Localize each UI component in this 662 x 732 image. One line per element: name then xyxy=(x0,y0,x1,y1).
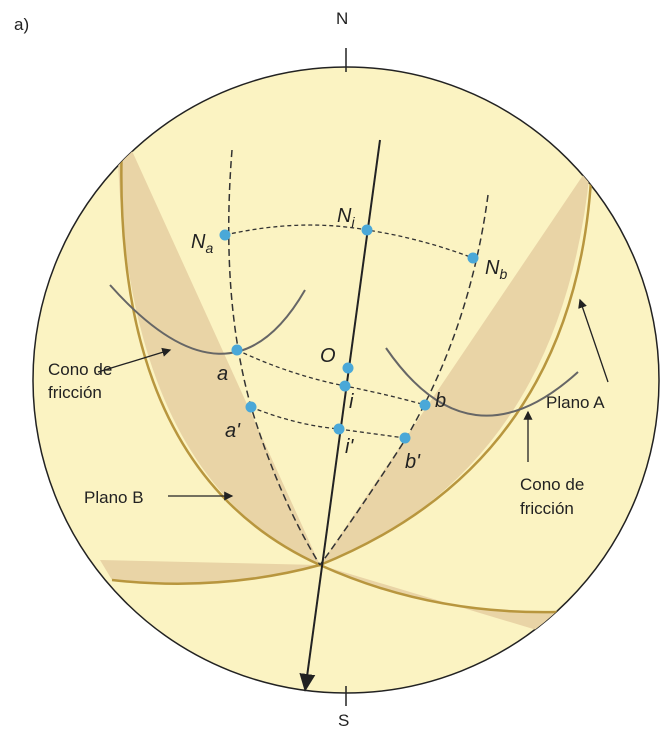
north-label: N xyxy=(336,9,348,28)
point-label: Nb xyxy=(485,257,507,282)
plane-b-label: Plano B xyxy=(84,488,144,507)
point-label: Na xyxy=(191,231,213,256)
plane-a-arc xyxy=(111,161,594,585)
point-dot xyxy=(245,401,257,413)
arrow xyxy=(97,347,172,373)
point-dot xyxy=(339,380,351,392)
point-label: b' xyxy=(405,451,421,473)
point-label: b xyxy=(435,390,446,412)
point-label-main: a' xyxy=(225,420,241,442)
plane-a-label: Plano A xyxy=(546,393,605,412)
zone xyxy=(118,120,320,565)
point-label-main: i xyxy=(349,391,354,413)
plane-b-arc xyxy=(120,139,559,614)
point-label-main: N xyxy=(191,231,206,253)
arrow xyxy=(578,298,609,383)
point-label: i' xyxy=(345,436,354,458)
point-label: O xyxy=(320,345,336,367)
leader-arrows xyxy=(97,298,609,501)
point-dot xyxy=(231,344,243,356)
point-dot xyxy=(219,229,231,241)
point-label-main: a xyxy=(217,363,228,385)
cone-left xyxy=(109,284,306,355)
point-label-main: O xyxy=(320,345,336,367)
point-dot xyxy=(419,399,431,411)
south-label: S xyxy=(338,711,349,730)
planes xyxy=(111,139,594,614)
cone-right xyxy=(385,347,579,417)
point-dot xyxy=(333,423,345,435)
zone xyxy=(320,150,600,565)
cone-left-label: fricción xyxy=(48,383,102,402)
point-dot xyxy=(399,432,411,444)
cone-right-label: Cono de xyxy=(520,475,584,494)
friction-cones xyxy=(109,284,579,417)
point-label-main: N xyxy=(337,205,352,227)
point-dot xyxy=(342,362,354,374)
point-label: a xyxy=(217,363,228,385)
point-label-sub: a xyxy=(205,240,213,256)
great-circle-right xyxy=(319,194,489,566)
point-label: a' xyxy=(225,420,241,442)
point-label-main: b xyxy=(435,390,446,412)
panel-label: a) xyxy=(14,15,29,34)
point-label-main: i' xyxy=(345,436,354,458)
point-dot xyxy=(467,252,479,264)
point-label-sub: b xyxy=(499,266,507,282)
point-label: i xyxy=(349,391,354,413)
cone-right-label: fricción xyxy=(520,499,574,518)
cone-left-label: Cono de xyxy=(48,360,112,379)
point-label-sub: i xyxy=(351,214,355,230)
zone xyxy=(100,560,320,583)
point-label-main: b' xyxy=(405,451,421,473)
point-label-main: N xyxy=(485,257,500,279)
point-dot xyxy=(361,224,373,236)
point-label: Ni xyxy=(337,205,355,230)
